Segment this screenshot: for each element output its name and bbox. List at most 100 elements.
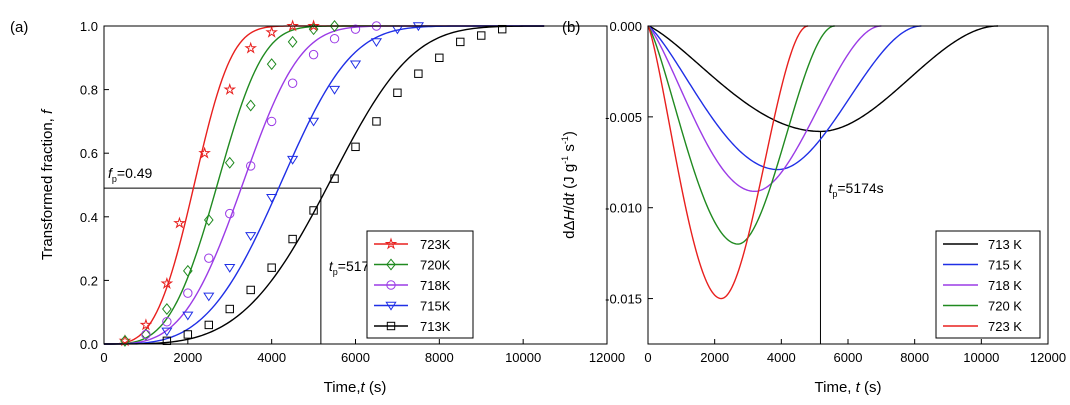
- panel-b-curves: [647, 25, 998, 300]
- data-point-713k: [225, 304, 234, 314]
- data-point-723k: [265, 25, 278, 38]
- legend-label: 718K: [420, 278, 451, 293]
- data-point-718k: [287, 78, 298, 88]
- y-tick-label: 0.8: [80, 83, 98, 98]
- x-tick-label: 8000: [425, 350, 454, 365]
- data-point-723k: [139, 318, 153, 331]
- legend-label: 723K: [420, 237, 451, 252]
- legend-label: 713K: [420, 319, 451, 334]
- data-point-715k: [307, 117, 320, 127]
- data-point-720k: [245, 99, 256, 112]
- y-tick-label: -0.005: [605, 110, 642, 125]
- x-tick-label: 4000: [767, 350, 796, 365]
- data-point-723k: [286, 19, 299, 32]
- panel-a-fp-annotation: fp=0.49: [108, 165, 153, 184]
- data-point-713k: [267, 263, 276, 272]
- data-point-713k: [309, 206, 318, 215]
- panel-a-markers: [118, 19, 507, 347]
- panel-b-x-ticks: 0 2000 4000 6000 8000 10000 12000: [644, 339, 1066, 365]
- data-point-720k: [141, 328, 151, 341]
- panel-a-label: (a): [10, 19, 28, 36]
- panel-b-tp-annotation: tp=5174s: [828, 180, 883, 199]
- x-tick-label: 12000: [589, 350, 625, 365]
- x-tick-label: 0: [100, 350, 107, 365]
- curve-715k: [647, 25, 922, 171]
- data-point-718k: [329, 34, 340, 44]
- panel-a-y-axis-label: Transformed fraction, f: [39, 108, 56, 260]
- legend-label: 715 K: [988, 258, 1022, 273]
- data-point-713k: [183, 330, 193, 339]
- data-point-715k: [266, 194, 278, 203]
- data-point-713k: [204, 320, 213, 330]
- data-point-720k: [287, 35, 298, 48]
- data-point-718k: [350, 24, 361, 34]
- panel-b-label: (b): [562, 19, 580, 36]
- data-point-723k: [223, 82, 237, 95]
- data-point-715k: [328, 85, 341, 95]
- data-point-718k: [225, 208, 235, 219]
- data-point-718k: [308, 49, 319, 60]
- curve-720k: [104, 25, 545, 345]
- x-tick-label: 12000: [1030, 350, 1066, 365]
- data-point-713k: [330, 174, 339, 183]
- legend-marker-715k: [385, 301, 397, 311]
- panel-a-curves: [104, 25, 545, 345]
- curve-723k: [647, 25, 809, 300]
- y-tick-label: 0.0: [80, 337, 98, 352]
- data-point-713k: [414, 69, 423, 78]
- data-point-718k: [183, 288, 193, 298]
- x-tick-label: 2000: [700, 350, 729, 365]
- legend-marker-723k: [384, 237, 398, 250]
- y-tick-label: -0.010: [605, 201, 642, 216]
- y-tick-label: 0.000: [609, 19, 642, 34]
- legend-label: 723 K: [988, 319, 1022, 334]
- legend-marker-720k: [386, 258, 396, 271]
- data-point-713k: [477, 31, 486, 40]
- data-point-718k: [141, 329, 151, 340]
- data-point-715k: [182, 311, 194, 321]
- data-point-718k: [204, 253, 214, 263]
- panel-b-x-axis-label: Time, t (s): [815, 379, 882, 396]
- data-point-715k: [349, 60, 362, 70]
- panel-b-y-axis-label: dΔH/dt (J g-1 s-1): [560, 131, 578, 239]
- data-point-713k: [351, 142, 360, 152]
- data-point-713k: [162, 336, 172, 346]
- x-tick-label: 6000: [834, 350, 863, 365]
- data-point-715k: [370, 38, 383, 48]
- data-point-723k: [244, 41, 258, 54]
- y-tick-label: -0.015: [605, 292, 642, 307]
- curve-720k: [647, 25, 835, 245]
- data-point-713k: [456, 37, 465, 47]
- data-point-720k: [329, 20, 340, 32]
- curve-723k: [104, 25, 545, 345]
- panel-a-plot-frame: [103, 25, 608, 345]
- curve-713k: [104, 25, 545, 345]
- curve-718k: [647, 25, 882, 193]
- data-point-723k: [307, 19, 320, 32]
- panel-a: (a) Transformed fraction, f Time,t (s) 0…: [10, 19, 625, 396]
- data-point-713k: [288, 234, 297, 244]
- legend-marker-718k: [386, 280, 396, 290]
- data-point-715k: [224, 263, 236, 273]
- data-point-713k: [498, 24, 507, 34]
- x-tick-label: 8000: [900, 350, 929, 365]
- data-point-713k: [393, 88, 402, 97]
- legend-label: 720 K: [988, 299, 1022, 314]
- data-point-715k: [287, 155, 299, 165]
- data-point-713k: [435, 53, 444, 62]
- x-tick-label: 4000: [257, 350, 286, 365]
- data-point-720k: [203, 213, 214, 226]
- legend-marker-713k: [386, 321, 396, 331]
- data-point-720k: [224, 156, 235, 169]
- data-point-720k: [182, 264, 193, 277]
- data-point-720k: [162, 303, 172, 316]
- data-point-720k: [308, 23, 319, 36]
- panel-b-plot-frame: [647, 25, 1049, 345]
- data-point-720k: [266, 58, 277, 71]
- panel-b: (b) dΔH/dt (J g-1 s-1) Time, t (s) 0 2000…: [560, 19, 1066, 396]
- legend-label: 715K: [420, 299, 451, 314]
- panel-a-legend: 723K 720K 718K 715K 713K: [366, 230, 474, 339]
- legend-label: 720K: [420, 258, 451, 273]
- legend-label: 713 K: [988, 237, 1022, 252]
- x-tick-label: 2000: [173, 350, 202, 365]
